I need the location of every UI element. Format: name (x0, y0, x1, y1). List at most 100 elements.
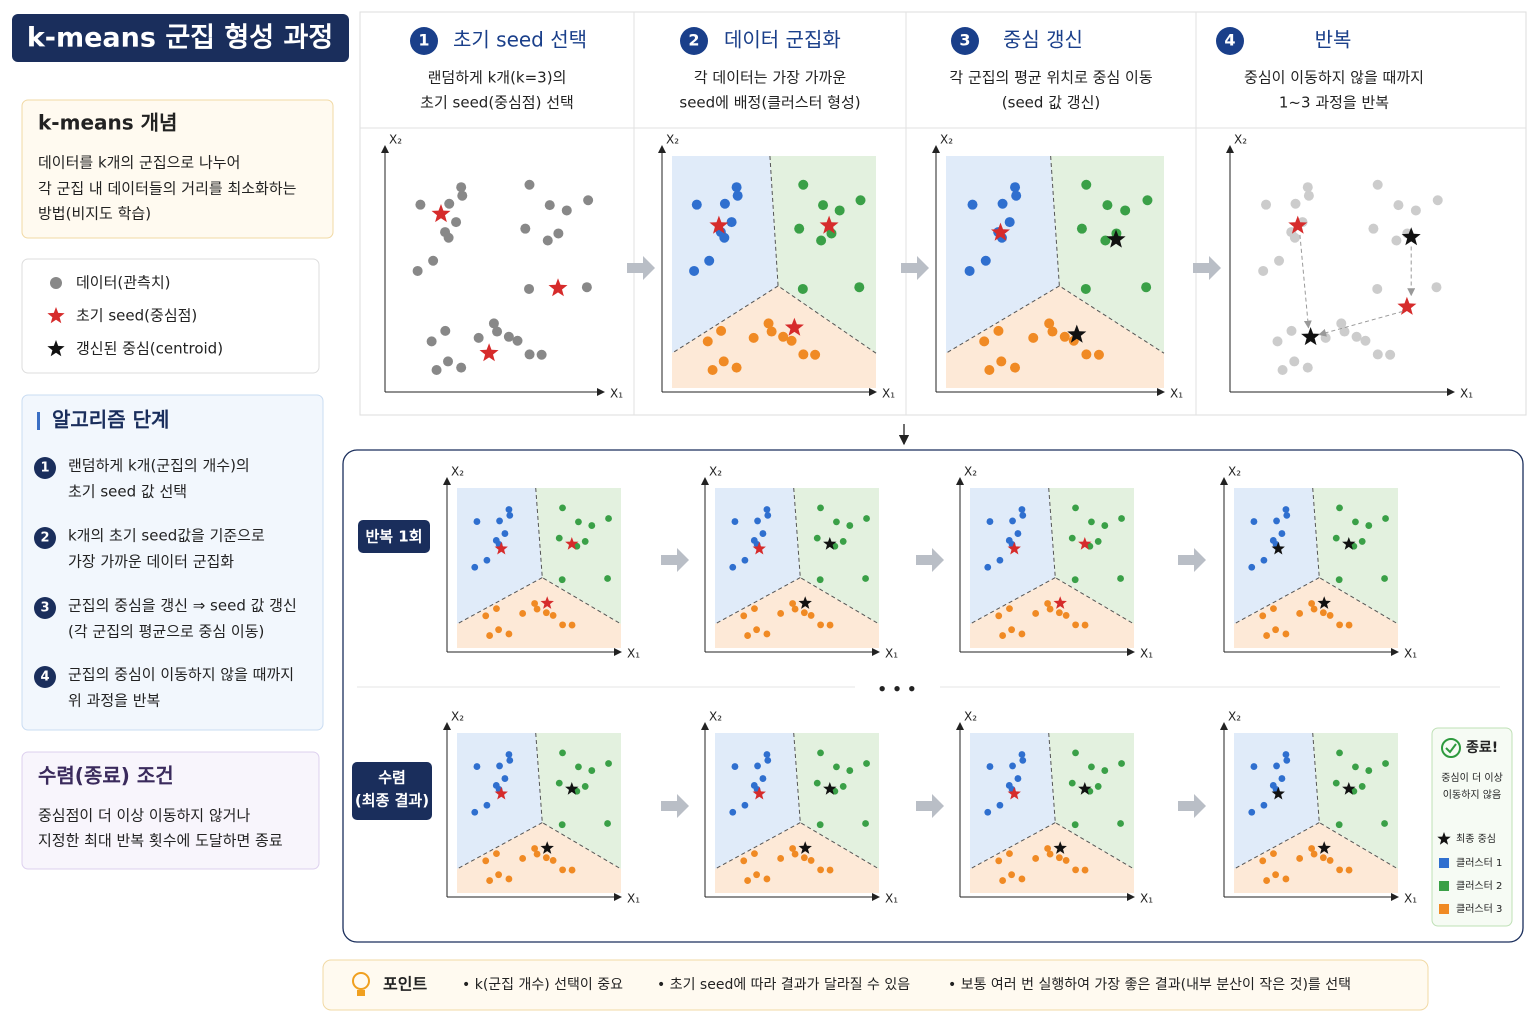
data-point (800, 609, 808, 617)
data-point (1296, 855, 1304, 862)
star (1317, 596, 1331, 609)
axis-label: X₂ (1234, 133, 1247, 147)
data-point (519, 610, 527, 617)
data-point (1303, 190, 1314, 201)
boundary (714, 822, 801, 870)
cluster-region (769, 156, 876, 354)
data-point (581, 783, 589, 790)
data-point (741, 556, 749, 564)
data-point (1081, 179, 1092, 190)
star (494, 786, 508, 800)
data-point (1004, 217, 1015, 228)
data-point (495, 871, 502, 879)
data-point (531, 845, 539, 852)
point-item: • 보통 여러 번 실행하여 가장 좋은 결과(내부 분산이 작은 것)를 선택 (948, 977, 1351, 993)
data-point (1269, 782, 1277, 789)
step-number: 1 (40, 461, 49, 476)
data-point (753, 871, 760, 879)
check-icon (1441, 738, 1461, 758)
data-point (731, 362, 742, 373)
boundary (1048, 487, 1135, 625)
data-point (1385, 349, 1396, 360)
star (540, 841, 554, 854)
data-point (1118, 515, 1125, 522)
data-point (1270, 850, 1277, 857)
data-point (1372, 349, 1383, 360)
star (47, 340, 65, 357)
data-point (1381, 575, 1388, 582)
data-point (996, 356, 1007, 367)
data-point (1010, 362, 1021, 373)
data-point (1055, 854, 1063, 862)
final-legend-item: 클러스터 3 (1456, 903, 1502, 915)
star (1437, 832, 1451, 845)
data-point (473, 332, 484, 343)
data-point (1062, 857, 1070, 864)
data-point (440, 325, 451, 336)
convergence-box (21, 751, 320, 870)
data-point (1368, 223, 1379, 234)
data-point (1071, 576, 1079, 584)
data-point (764, 511, 772, 519)
data-point (766, 326, 777, 337)
data-point (1283, 511, 1291, 519)
data-point (1282, 751, 1290, 758)
data-point (863, 515, 870, 522)
data-point (1296, 610, 1304, 617)
move-arrow (1299, 234, 1312, 329)
stage-line: 각 데이터는 가장 가까운 (694, 69, 847, 87)
data-point (797, 283, 808, 294)
data-point (1046, 605, 1054, 613)
data-point (412, 265, 423, 276)
data-point (980, 255, 991, 266)
data-point (1250, 518, 1258, 525)
row-label: (최종 결과) (355, 792, 429, 810)
data-point (741, 801, 749, 809)
boundary (1312, 487, 1399, 625)
boundary (1048, 732, 1135, 870)
data-point (533, 850, 541, 858)
data-point (1019, 511, 1027, 519)
step-number: 4 (40, 670, 49, 685)
data-point (839, 538, 847, 545)
data-point (553, 228, 564, 239)
data-point (1117, 820, 1124, 827)
data-point (996, 556, 1004, 564)
data-point (1014, 530, 1022, 537)
title-box (12, 14, 349, 62)
data-point (1336, 318, 1347, 329)
data-point (807, 612, 815, 619)
star (784, 317, 804, 336)
stages-panel (359, 11, 1527, 416)
star (540, 596, 554, 609)
axis-label: X₁ (885, 892, 898, 906)
data-point (1018, 630, 1026, 638)
stage-line: seed에 배정(클러스터 형성) (679, 94, 860, 112)
data-point (846, 767, 854, 774)
iterations-panel (342, 449, 1524, 943)
data-point (524, 349, 535, 360)
data-point (1372, 179, 1383, 190)
data-point (496, 762, 503, 770)
cluster-region (1312, 488, 1398, 624)
boundary (769, 155, 877, 354)
data-point (740, 857, 748, 865)
concept-line: 방법(비지도 학습) (38, 205, 151, 223)
star (798, 596, 812, 609)
axis-label: X₁ (1170, 387, 1183, 401)
data-point (440, 227, 451, 238)
data-point (1345, 621, 1353, 629)
data-point (731, 518, 739, 525)
data-point (1310, 850, 1318, 858)
data-point (1068, 534, 1076, 542)
stage-title: 초기 seed 선택 (453, 28, 587, 52)
data-point (740, 612, 748, 620)
data-point (1269, 537, 1277, 544)
data-point (1277, 364, 1288, 375)
star (1397, 296, 1417, 315)
data-point (1320, 332, 1331, 343)
boundary (535, 732, 622, 870)
data-point (426, 336, 437, 347)
star (1271, 786, 1285, 800)
data-point (482, 857, 490, 865)
